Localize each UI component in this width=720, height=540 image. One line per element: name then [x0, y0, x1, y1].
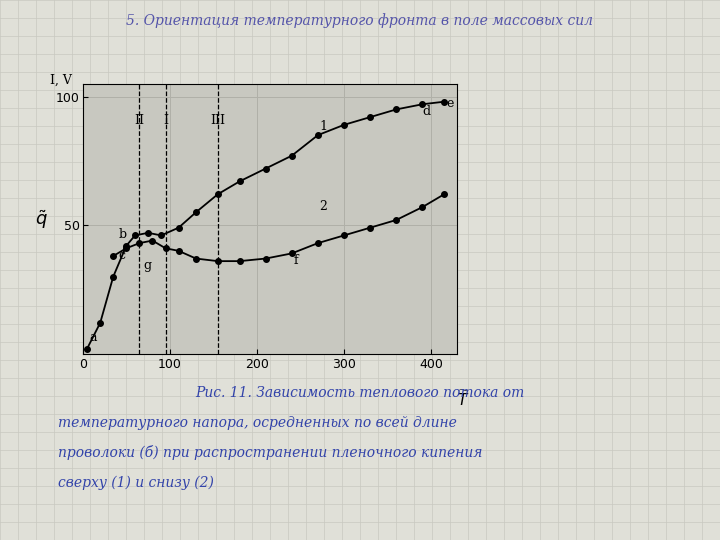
- Text: e: e: [446, 97, 454, 110]
- Point: [417, 100, 428, 109]
- Text: 5. Ориентация температурного фронта в поле массовых сил: 5. Ориентация температурного фронта в по…: [127, 14, 593, 29]
- Point: [212, 190, 223, 199]
- Text: I, V: I, V: [50, 73, 71, 86]
- Text: c: c: [119, 248, 125, 261]
- Point: [338, 120, 350, 129]
- Point: [212, 257, 223, 266]
- Point: [338, 231, 350, 240]
- Point: [260, 164, 271, 173]
- Point: [107, 252, 119, 260]
- Text: 1: 1: [320, 120, 328, 133]
- Point: [120, 241, 132, 250]
- Text: $\tilde{q}$: $\tilde{q}$: [35, 209, 48, 231]
- Point: [390, 105, 402, 114]
- Point: [156, 231, 167, 240]
- Point: [107, 272, 119, 281]
- Point: [130, 231, 141, 240]
- Point: [364, 224, 376, 232]
- Point: [260, 254, 271, 263]
- Text: II: II: [135, 114, 145, 127]
- Point: [312, 239, 324, 247]
- Text: сверху (1) и снизу (2): сверху (1) и снизу (2): [58, 475, 213, 490]
- Point: [438, 97, 450, 106]
- Point: [173, 224, 184, 232]
- Text: a: a: [90, 331, 97, 344]
- Point: [417, 203, 428, 212]
- Point: [134, 239, 145, 247]
- Point: [286, 151, 297, 160]
- Point: [173, 247, 184, 255]
- Point: [81, 344, 93, 353]
- Point: [160, 244, 171, 253]
- Point: [234, 257, 246, 266]
- Text: I: I: [163, 114, 168, 127]
- Point: [390, 215, 402, 224]
- Point: [94, 319, 106, 327]
- Text: III: III: [210, 114, 225, 127]
- Point: [364, 113, 376, 122]
- Point: [234, 177, 246, 186]
- Text: f: f: [294, 254, 298, 267]
- Point: [312, 131, 324, 139]
- Text: d: d: [423, 105, 431, 118]
- Text: температурного напора, осредненных по всей длине: температурного напора, осредненных по вс…: [58, 416, 456, 430]
- Point: [147, 236, 158, 245]
- Point: [143, 228, 154, 237]
- Point: [190, 208, 202, 217]
- Text: проволоки (б) при распространении пленочного кипения: проволоки (б) при распространении пленоч…: [58, 446, 482, 461]
- Text: g: g: [143, 259, 151, 272]
- Point: [120, 244, 132, 253]
- Text: 2: 2: [320, 200, 328, 213]
- Point: [438, 190, 450, 199]
- Text: b: b: [119, 228, 127, 241]
- Point: [286, 249, 297, 258]
- Text: Рис. 11. Зависимость теплового потока от: Рис. 11. Зависимость теплового потока от: [195, 386, 525, 400]
- Text: $\widetilde{T}$: $\widetilde{T}$: [457, 390, 470, 409]
- Point: [190, 254, 202, 263]
